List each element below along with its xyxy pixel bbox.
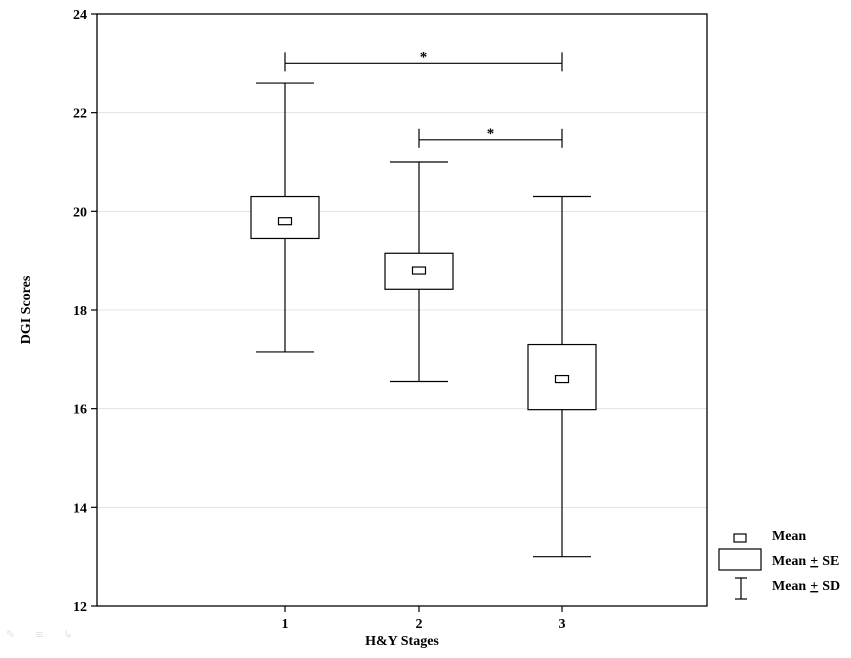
significance-brackets: **	[284, 49, 563, 148]
y-axis-title: DGI Scores	[19, 275, 34, 344]
legend-sd-label: Mean + SD	[772, 579, 840, 594]
y-tick-label: 24	[73, 8, 87, 23]
x-axis-ticks: 1 2 3	[282, 606, 566, 632]
legend-sd-pm: +	[810, 579, 818, 594]
box-series	[250, 82, 597, 558]
faint-toolbar-icons: ✎ ≡ ↳	[6, 628, 81, 641]
y-tick-label: 12	[73, 600, 87, 615]
significance-label: *	[420, 49, 428, 65]
mean-marker	[277, 217, 293, 226]
mean-marker	[411, 266, 427, 275]
y-tick-label: 20	[73, 205, 87, 220]
legend-mean-label: Mean	[772, 529, 806, 544]
legend-se-suffix: SE	[822, 554, 839, 569]
y-tick-label: 22	[73, 107, 87, 122]
legend-mean-symbol	[733, 533, 747, 543]
legend: Mean Mean + SE Mean + SD	[718, 529, 840, 600]
significance-label: *	[487, 126, 495, 142]
x-axis-title: H&Y Stages	[365, 634, 439, 649]
legend-sd-mean: Mean	[772, 579, 806, 594]
x-tick-label: 1	[282, 617, 289, 632]
legend-se-label: Mean + SE	[772, 554, 839, 569]
se-box	[527, 343, 597, 411]
legend-se-symbol	[718, 548, 762, 571]
legend-sd-symbol	[735, 577, 747, 600]
legend-se-mean: Mean	[772, 554, 806, 569]
grid-lines	[97, 112, 707, 508]
legend-se-pm: +	[810, 554, 818, 569]
y-tick-label: 18	[73, 304, 87, 319]
mean-marker	[554, 374, 570, 384]
y-tick-label: 16	[73, 403, 87, 418]
y-axis-ticks: 12 14 16 18 20 22 24	[73, 8, 97, 615]
x-tick-label: 2	[416, 617, 423, 632]
legend-sd-suffix: SD	[822, 579, 840, 594]
y-tick-label: 14	[73, 501, 87, 516]
x-tick-label: 3	[559, 617, 566, 632]
